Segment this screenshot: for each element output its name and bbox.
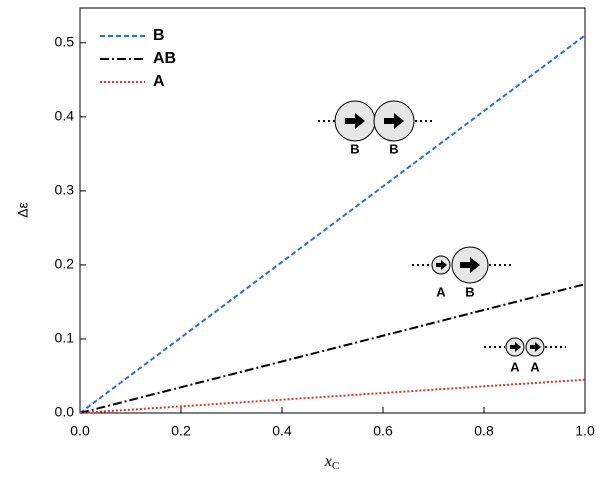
legend-label: B — [153, 27, 165, 44]
annotation-a-b: A B — [412, 246, 511, 299]
arrow — [345, 113, 365, 129]
y-tick-label: 0.4 — [55, 108, 75, 124]
y-tick-label: 0.2 — [55, 256, 75, 272]
arrow — [384, 113, 404, 129]
series-line — [79, 283, 586, 414]
arrow — [530, 342, 541, 352]
y-axis-label: Δε — [15, 202, 31, 218]
y-tick-label: 0.5 — [55, 34, 75, 50]
arrow — [436, 260, 447, 270]
annotation-a-a: A A — [484, 337, 566, 374]
y-tick-label: 0.3 — [55, 182, 75, 198]
legend-label: A — [153, 73, 165, 90]
arrow — [510, 342, 521, 352]
x-axis-label-sub: C — [332, 460, 339, 472]
x-tick-label: 1.0 — [575, 423, 595, 439]
series-line — [79, 34, 586, 414]
annotation-label: B — [465, 284, 474, 299]
x-tick-label: 0.8 — [474, 423, 494, 439]
arrow — [460, 257, 480, 273]
annotation-label: A — [530, 359, 540, 374]
x-tick-label: 0.2 — [171, 423, 191, 439]
x-axis-label-main: x — [324, 453, 332, 470]
x-tick-label: 0.4 — [272, 423, 292, 439]
annotation-b-b: B B — [318, 100, 433, 156]
x-axis-label: xC — [324, 453, 339, 472]
annotation-label: A — [436, 284, 446, 299]
x-tick-label: 0.0 — [70, 423, 90, 439]
annotation-label: B — [389, 141, 398, 156]
legend-label: AB — [153, 50, 176, 67]
annotation-label: A — [510, 359, 520, 374]
plot-frame — [79, 7, 586, 414]
y-tick-label: 0.1 — [55, 330, 75, 346]
annotation-label: B — [350, 141, 359, 156]
y-tick-label: 0.0 — [55, 404, 75, 420]
series-line — [79, 378, 586, 414]
x-tick-label: 0.6 — [373, 423, 393, 439]
